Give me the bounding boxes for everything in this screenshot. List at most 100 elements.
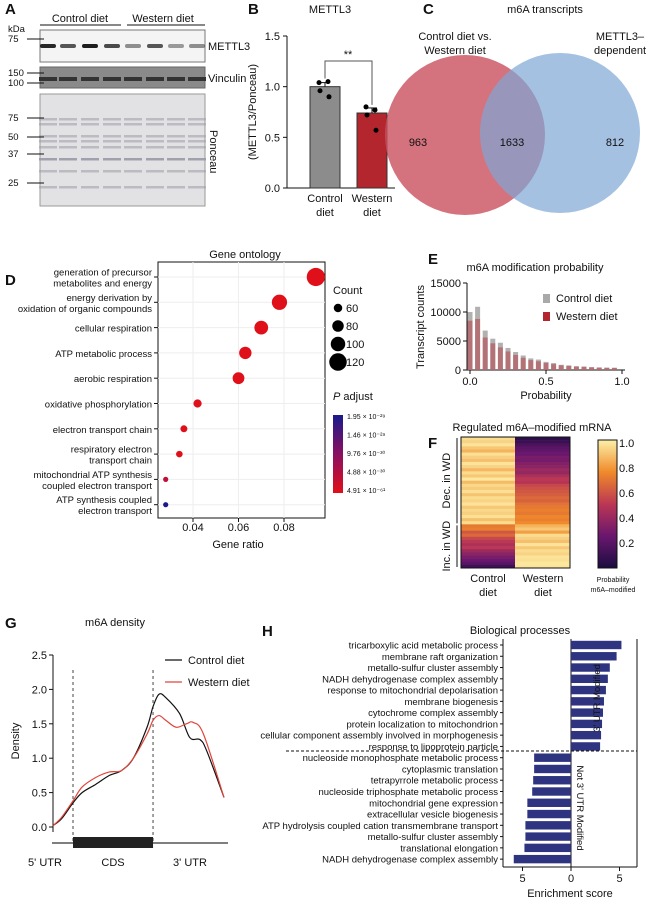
mettl3-band: [147, 44, 163, 48]
size-legend-label: 80: [346, 321, 358, 333]
heatmap-cell-western: [515, 477, 570, 481]
enrichment-bar: [524, 843, 571, 853]
term-label: cellular respiration: [75, 324, 152, 335]
bar-western: [505, 351, 511, 370]
colorbar-tick-label: 0.6: [619, 488, 634, 500]
data-point: [316, 80, 322, 86]
ponceau-stain: [39, 93, 206, 207]
legend-label: Control diet: [556, 293, 612, 305]
kda-label: kDa: [8, 24, 26, 35]
heatmap-cell-western: [515, 514, 570, 519]
ponceau-band: [124, 135, 142, 138]
term-dot: [163, 476, 169, 482]
term-label: metabolites and energy: [53, 279, 152, 290]
blot-label-vinculin: Vinculin: [208, 73, 246, 85]
heatmap-cell-western: [515, 546, 570, 550]
enrichment-bar: [571, 640, 622, 650]
term-label: respiratory electron: [71, 445, 152, 456]
x-tick-label: 5: [616, 873, 622, 885]
bar-western: [528, 360, 534, 370]
size-legend-dot: [330, 336, 346, 352]
enrichment-bar: [571, 742, 601, 751]
term-dot: [180, 425, 188, 433]
term-label: membrane raft organization: [382, 652, 498, 663]
heatmap-cell-western: [515, 452, 570, 457]
chart-title: Regulated m6A–modified mRNA: [453, 422, 613, 434]
heatmap-cell-western: [515, 455, 570, 460]
panel-f-heatmap: Regulated m6A–modified mRNA Dec. in WD Inc…: [441, 422, 635, 599]
ponceau-band: [81, 146, 99, 149]
vinculin-band: [39, 77, 57, 81]
term-label: aerobic respiration: [74, 374, 152, 385]
colorbar-label: Probability: [597, 577, 630, 584]
chart-title: m6A density: [85, 617, 145, 629]
x-tick-label: 0.0: [462, 376, 477, 388]
size-legend-title: Count: [333, 285, 362, 297]
x-tick-label: diet: [316, 207, 334, 219]
term-label: oxidation of organic compounds: [18, 304, 152, 315]
heatmap-cell-control: [461, 533, 515, 538]
region-label: 5' UTR: [28, 857, 62, 869]
mettl3-band: [168, 44, 184, 48]
heatmap-cell-control: [461, 480, 515, 485]
panel-letter-c: C: [423, 1, 434, 18]
enrichment-bar: [525, 821, 571, 830]
cds-block: [73, 837, 154, 848]
heatmap-cell-control: [461, 539, 515, 544]
heatmap-cell-western: [515, 449, 570, 453]
row-group-label: Inc. in WD: [441, 521, 453, 572]
bar-western: [551, 364, 557, 370]
ponceau-band: [39, 135, 57, 138]
enrichment-bar: [513, 854, 571, 864]
set-label: Western diet: [424, 45, 486, 57]
y-tick-label: 10000: [430, 307, 461, 319]
colorbar-tick-label: 0.4: [619, 513, 634, 525]
term-label: NADH dehydrogenase complex assembly: [322, 674, 498, 685]
ponceau-band: [124, 118, 142, 121]
heatmap-cell-western: [515, 458, 570, 463]
panel-e-histogram: m6A modification probability 0 5000 10000 15…: [415, 262, 630, 402]
x-tick-label: 0.08: [273, 522, 294, 534]
heatmap-cell-western: [515, 461, 570, 466]
ponceau-band: [146, 123, 164, 126]
ponceau-band: [103, 186, 121, 189]
bar-control: [505, 347, 511, 370]
y-tick-label: 1.0: [265, 82, 280, 94]
colorbar-label: m6A–modified: [591, 587, 636, 594]
row-group-label: Dec. in WD: [441, 453, 453, 509]
ponceau-band: [188, 170, 206, 173]
heatmap-cell-control: [461, 477, 515, 481]
panel-letter-f: F: [428, 435, 437, 452]
ponceau-band: [39, 118, 57, 121]
heatmap-cell-control: [461, 490, 515, 494]
bar-western: [573, 366, 579, 370]
term-label: tetrapyrrole metabolic process: [371, 776, 498, 787]
vinculin-band: [124, 77, 142, 81]
blot-label-mettl3: METTL3: [208, 41, 250, 53]
ponceau-band: [103, 123, 121, 126]
kda-marker: 75: [8, 34, 19, 45]
heatmap-cell-control: [461, 527, 515, 531]
heatmap-cell-western: [515, 518, 570, 522]
bar-control: [528, 358, 534, 370]
heatmap-cell-western: [515, 524, 570, 528]
blot-label-ponceau: Ponceau: [207, 130, 219, 173]
ponceau-band: [81, 118, 99, 121]
heatmap-cell-control: [461, 536, 515, 541]
bar-control: [589, 367, 595, 370]
colorbar-tick-label: 0.2: [619, 538, 634, 550]
ponceau-band: [167, 123, 185, 126]
term-label: cytoplasmic translation: [402, 764, 498, 775]
term-label: energy derivation by: [66, 293, 152, 304]
significance-stars: **: [344, 49, 353, 61]
term-label: ATP synthesis coupled: [56, 495, 152, 506]
heatmap-cell-western: [515, 480, 570, 485]
y-axis-label: Density: [10, 722, 22, 759]
ponceau-band: [103, 146, 121, 149]
x-axis-label: Enrichment score: [527, 888, 613, 900]
ponceau-band: [39, 146, 57, 149]
column-label: Western: [523, 573, 564, 585]
heatmap-cell-western: [515, 502, 570, 506]
bar-western: [589, 367, 595, 370]
